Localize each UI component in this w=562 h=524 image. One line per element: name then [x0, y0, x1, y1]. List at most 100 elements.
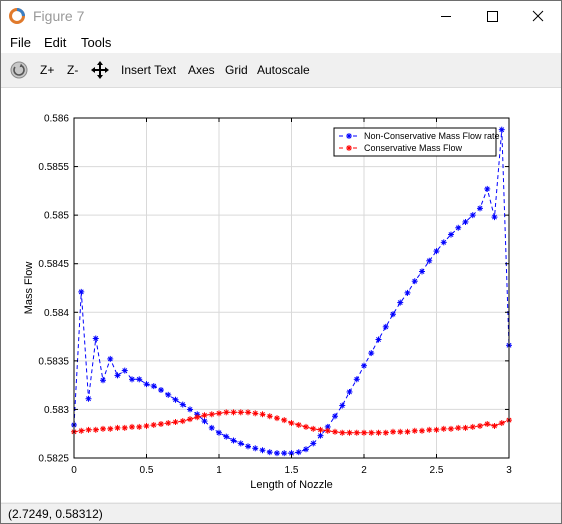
data-point	[129, 423, 135, 430]
data-point	[462, 424, 469, 431]
data-point	[426, 426, 433, 433]
data-point	[426, 257, 433, 264]
data-point	[353, 429, 360, 436]
data-point	[259, 447, 266, 454]
data-point	[346, 145, 352, 151]
data-point	[477, 422, 483, 429]
y-tick-label: 0.5855	[38, 162, 69, 173]
x-tick-label: 2.5	[430, 465, 444, 476]
data-point	[419, 427, 425, 434]
data-point	[281, 450, 288, 457]
data-point	[382, 323, 389, 330]
data-point	[411, 427, 418, 434]
data-point	[208, 411, 215, 418]
data-point	[295, 421, 302, 428]
data-point	[324, 427, 331, 434]
menu-edit[interactable]: Edit	[44, 35, 67, 50]
data-point	[245, 443, 251, 450]
data-point	[201, 418, 208, 425]
maximize-icon	[487, 11, 498, 22]
data-point	[216, 410, 222, 417]
data-point	[368, 429, 375, 436]
data-point	[143, 381, 150, 388]
data-point	[288, 450, 295, 457]
data-point	[92, 335, 99, 342]
data-point	[339, 402, 346, 409]
data-point	[150, 383, 157, 390]
rotate-icon[interactable]	[10, 61, 28, 79]
data-point	[201, 412, 208, 419]
legend-label-non-conservative: Non-Conservative Mass Flow rate	[364, 131, 500, 141]
data-point	[266, 413, 273, 420]
data-point	[498, 420, 505, 427]
data-point	[390, 428, 396, 435]
data-point	[100, 425, 106, 432]
y-tick-label: 0.584	[44, 308, 69, 319]
data-point	[303, 423, 309, 430]
maximize-button[interactable]	[469, 1, 515, 31]
axes-button[interactable]: Axes	[188, 63, 215, 77]
data-point	[404, 289, 411, 296]
legend: Non-Conservative Mass Flow rate Conserva…	[333, 127, 500, 157]
data-point	[397, 428, 404, 435]
data-point	[136, 423, 143, 430]
data-point	[361, 362, 367, 369]
data-point	[187, 406, 193, 413]
data-point	[179, 418, 186, 425]
close-button[interactable]	[515, 1, 561, 31]
y-tick-label: 0.586	[44, 114, 69, 125]
data-point	[223, 409, 230, 416]
minimize-button[interactable]	[423, 1, 469, 31]
data-point	[310, 425, 317, 432]
data-point	[165, 391, 172, 398]
zoom-in-button[interactable]: Z+	[40, 63, 55, 77]
data-point	[498, 126, 505, 133]
data-point	[252, 445, 259, 452]
data-point	[375, 336, 382, 343]
grid-button[interactable]: Grid	[225, 63, 248, 77]
zoom-out-button[interactable]: Z-	[67, 63, 79, 77]
data-point	[259, 411, 266, 418]
data-point	[78, 427, 85, 434]
data-point	[390, 311, 396, 318]
octave-logo-icon	[9, 8, 25, 24]
y-axis-label: Mass Flow	[23, 262, 35, 315]
data-point	[85, 395, 92, 402]
data-point	[469, 212, 476, 219]
data-point	[172, 396, 179, 403]
data-point	[448, 425, 454, 432]
data-point	[172, 419, 179, 426]
autoscale-button[interactable]: Autoscale	[257, 63, 310, 77]
data-point	[223, 433, 230, 440]
insert-text-button[interactable]: Insert Text	[121, 63, 177, 77]
grid-layer	[74, 118, 509, 458]
pan-icon[interactable]	[91, 61, 109, 79]
data-point	[477, 205, 483, 212]
menu-file[interactable]: File	[10, 35, 31, 50]
minimize-icon	[441, 16, 451, 17]
y-tick-label: 0.583	[44, 405, 69, 416]
x-tick-label: 0.5	[140, 465, 154, 476]
toolbar: Z+ Z- Insert Text Axes Grid Autoscale	[1, 53, 561, 88]
menu-bar: File Edit Tools	[1, 31, 561, 53]
data-point	[114, 372, 121, 379]
data-point	[237, 440, 244, 447]
data-point	[143, 422, 150, 429]
data-point	[107, 355, 114, 362]
data-point	[158, 421, 164, 427]
data-point	[230, 409, 237, 416]
data-point	[85, 426, 92, 433]
data-point	[179, 401, 186, 408]
data-point	[165, 420, 172, 427]
data-point	[346, 429, 353, 436]
data-point	[433, 248, 440, 255]
data-point	[129, 376, 135, 383]
data-point	[368, 350, 375, 357]
data-point	[484, 421, 491, 427]
figure-canvas: 0 0.5 1 1.5 2 2.5 3 0.5825 0.583 0.5835 0.584 0.584…	[1, 88, 561, 502]
menu-tools[interactable]: Tools	[81, 35, 112, 50]
data-point	[121, 367, 128, 374]
plot-svg[interactable]: 0 0.5 1 1.5 2 2.5 3 0.5825 0.583 0.5835 0.584 0.584…	[1, 88, 561, 502]
data-point	[375, 429, 382, 436]
